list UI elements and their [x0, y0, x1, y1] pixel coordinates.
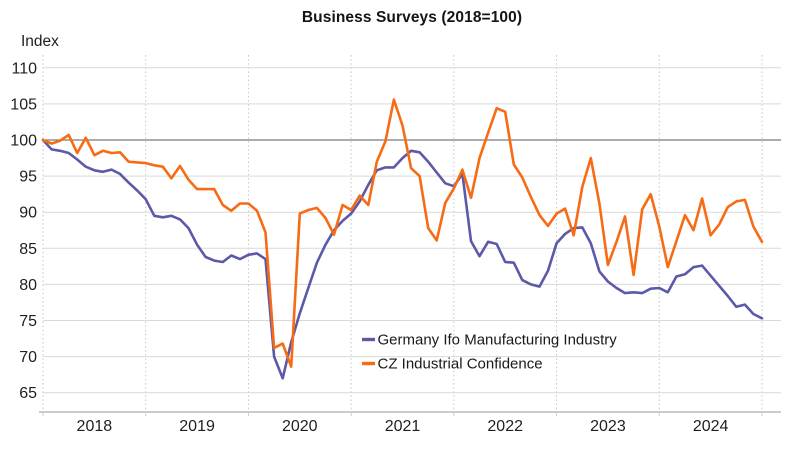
series-line-cz-confidence [41, 98, 764, 369]
grid-layer [39, 55, 781, 416]
y-tick-label: 65 [19, 385, 37, 402]
y-tick-label: 70 [19, 349, 37, 366]
x-year-label: 2021 [385, 418, 421, 435]
y-tick-label: 100 [10, 133, 37, 150]
axis-label-layer: 65 70 75 80 85 90 95 100 105 110 2018 2019 2020 2021 2… [10, 60, 728, 435]
x-year-label: 2023 [590, 418, 626, 435]
y-tick-label: 105 [10, 96, 37, 113]
y-tick-label: 85 [19, 241, 37, 258]
y-tick-label: 95 [19, 169, 37, 186]
x-year-label: 2024 [693, 418, 729, 435]
legend-label-cz-confidence: CZ Industrial Confidence [378, 356, 543, 373]
series-layer [41, 98, 764, 380]
x-year-label: 2020 [282, 418, 318, 435]
x-year-label: 2018 [77, 418, 113, 435]
y-tick-label: 110 [11, 60, 37, 77]
legend: Germany Ifo Manufacturing Industry CZ In… [362, 332, 617, 373]
legend-label-germany-ifo: Germany Ifo Manufacturing Industry [378, 332, 618, 349]
y-tick-label: 80 [19, 277, 37, 294]
y-tick-label: 75 [19, 313, 37, 330]
y-tick-label: 90 [19, 205, 37, 222]
chart-title: Business Surveys (2018=100) [301, 9, 523, 26]
x-year-label: 2022 [487, 418, 523, 435]
y-axis-title: Index [21, 33, 59, 50]
x-year-label: 2019 [179, 418, 215, 435]
series-line-germany-ifo [41, 138, 764, 380]
